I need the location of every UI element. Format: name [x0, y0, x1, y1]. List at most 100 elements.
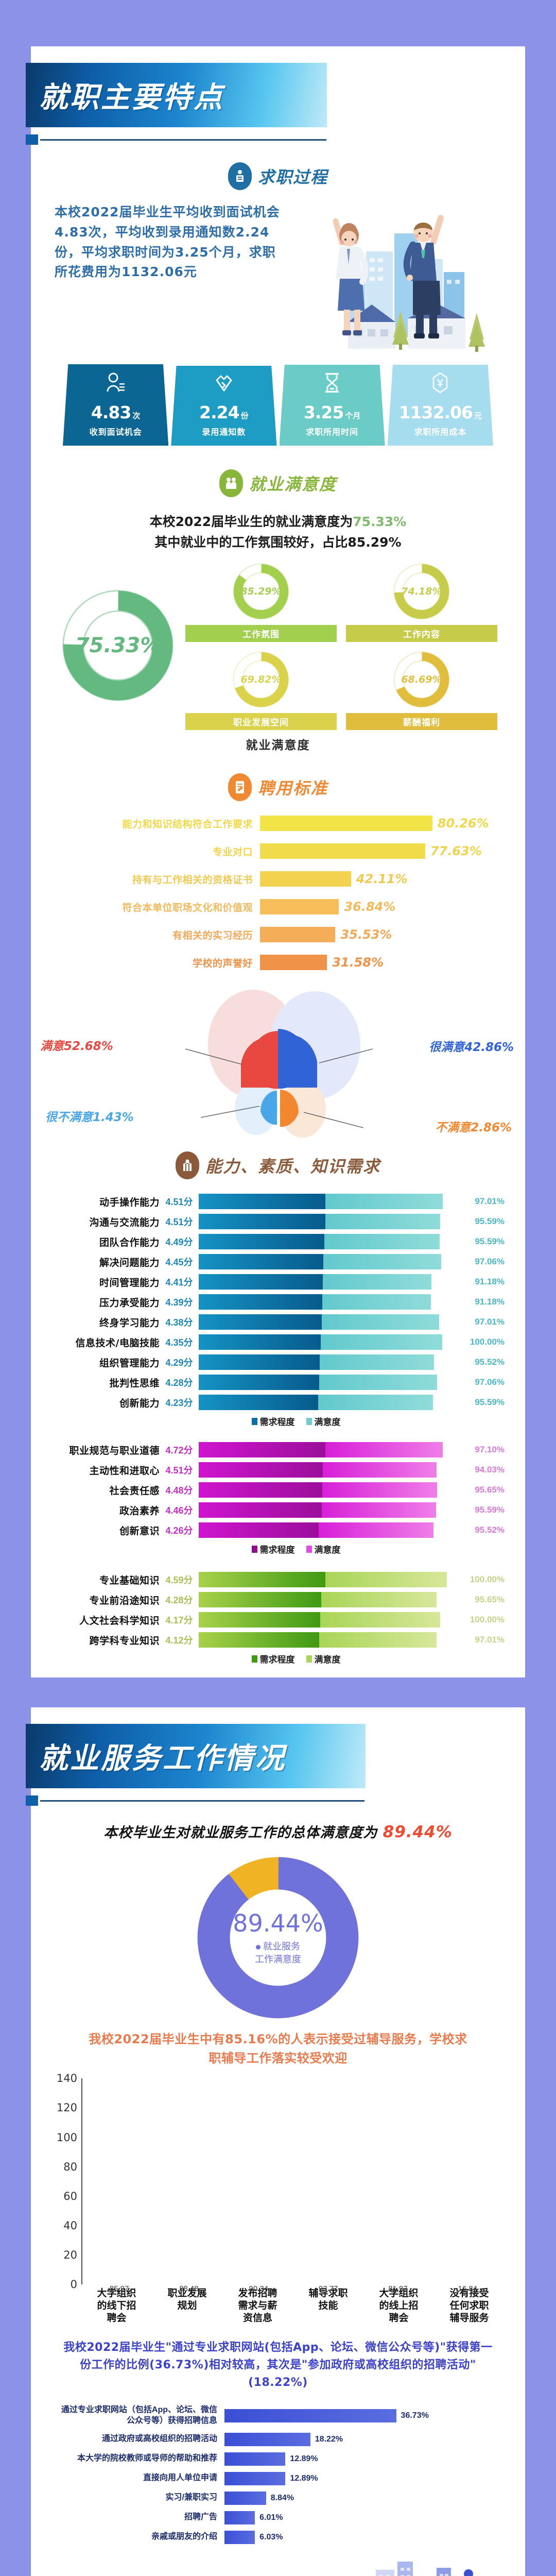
needs-quality-label-0: 职业规范与职业道德	[69, 1445, 160, 1456]
needs-knowledge-track-3	[199, 1632, 457, 1648]
table-row: 批判性思维 4.28分 97.06%	[51, 1375, 505, 1390]
bar-demand	[199, 1482, 322, 1498]
bar-satisfaction	[325, 1572, 447, 1587]
needs-quality-pct-0: 97.10%	[475, 1445, 505, 1454]
legend-ability: 需求程度 满意度	[51, 1415, 505, 1428]
legend-demand-label: 需求程度	[259, 1417, 295, 1427]
woman-figure	[333, 218, 369, 335]
petal-label-very-unsatisfied: 很不满意1.43%	[45, 1111, 134, 1124]
needs-ability-score-2: 4.49分	[165, 1237, 193, 1247]
jobhunt-lead-block: 本校2022届毕业生平均收到面试机会4.83次，平均收到录用通知数2.24份，平…	[31, 199, 525, 357]
needs-knowledge-pct-1: 95.65%	[475, 1595, 505, 1604]
table-row: 符合本单位职场文化和价值观 36.84%	[57, 896, 499, 918]
channel-track-0: 36.73%	[224, 2409, 501, 2422]
donut-salary-benefits-ring: 68.69%	[391, 649, 452, 710]
walking-person	[464, 2569, 473, 2576]
legend-satisfaction: 满意度	[306, 1415, 341, 1428]
subtitle-hiring-label: 聘用标准	[257, 778, 328, 798]
needs-ability-track-3	[199, 1254, 457, 1269]
table-row: 本大学的院校教师或导师的帮助和推荐 12.89%	[55, 2452, 501, 2466]
needs-ability-pct-8: 95.52%	[475, 1357, 505, 1367]
table-row: 动手操作能力 4.51分 97.01%	[51, 1194, 505, 1209]
services-paragraph: 我校2022届毕业生中有85.16%的人表示接受过辅导服务，学校求职辅导工作落实…	[89, 2032, 467, 2066]
bar-demand	[199, 1395, 318, 1410]
stat-cost-label: 求职所用成本	[414, 428, 467, 437]
legend-satisfaction: 满意度	[306, 1652, 341, 1665]
satisfaction-lead-a: 本校2022届毕业生的就业满意度为	[149, 514, 353, 529]
legend-satisfaction: 满意度	[306, 1543, 341, 1555]
stat-interviews-unit: 次	[132, 412, 141, 420]
legend-satisfaction-label: 满意度	[314, 1417, 341, 1427]
table-row: 创新能力 4.23分 95.59%	[51, 1395, 505, 1410]
channel-fill-4	[224, 2491, 266, 2505]
channel-fill-1	[224, 2432, 310, 2446]
hiring-track-2: 42.11%	[260, 871, 499, 887]
channel-fill-2	[224, 2452, 286, 2466]
donut-work-atmosphere-ring: 85.29%	[231, 561, 291, 622]
bar-demand	[199, 1572, 325, 1587]
needs-knowledge-score-1: 4.28分	[165, 1595, 193, 1605]
needs-quality-label-1: 主动性和进取心	[89, 1465, 160, 1477]
bar-satisfaction	[319, 1354, 435, 1370]
channel-fill-6	[224, 2530, 255, 2544]
table-row: 政治素养 4.46分 95.59%	[51, 1502, 505, 1518]
needs-ability-label-6: 终身学习能力	[99, 1317, 160, 1329]
subtitle-jobhunt: 求职过程	[31, 162, 525, 190]
needs-knowledge-label-2: 人文社会科学知识	[79, 1615, 160, 1626]
needs-quality-score-1: 4.51分	[165, 1465, 193, 1476]
subtitle-needs: 能力、素质、知识需求	[31, 1151, 525, 1179]
gauge-service-satisfaction: 89.44% 就业服务 工作满意度	[193, 1853, 363, 2023]
column-plot: 140 120 100 80 60 40 20 0 85.97	[51, 2072, 505, 2293]
needs-ability-pct-7: 100.00%	[470, 1337, 505, 1347]
needs-knowledge-track-2	[199, 1612, 457, 1628]
donut-overall-caption: 就业满意度	[246, 738, 310, 752]
table-row: 亲戚或朋友的介绍 6.03%	[55, 2530, 501, 2544]
channel-paragraph: 我校2022届毕业生"通过专业求职网站(包括App、论坛、微信公众号等)"获得第…	[63, 2341, 493, 2389]
channel-track-6: 6.03%	[224, 2530, 501, 2544]
hiring-fill-3	[260, 899, 339, 914]
needs-knowledge-score-3: 4.12分	[165, 1635, 193, 1646]
legend-demand: 需求程度	[251, 1543, 295, 1555]
needs-ability-pct-4: 91.18%	[475, 1277, 505, 1286]
section2-banner: 就业服务工作情况	[26, 1724, 366, 1788]
table-row: 跨学科专业知识 4.12分 97.01%	[51, 1632, 505, 1648]
bar-satisfaction	[318, 1395, 433, 1410]
needs-quality-label-3: 政治素养	[119, 1505, 160, 1517]
channel-label-1: 通过政府或高校组织的招聘活动	[101, 2434, 217, 2444]
subtitle-jobhunt-label: 求职过程	[257, 167, 328, 187]
needs-ability-label-7: 信息技术/电脑技能	[75, 1337, 160, 1349]
table-row: 时间管理能力 4.41分 91.18%	[51, 1274, 505, 1290]
channel-label-3: 直接向用人单位申请	[143, 2473, 217, 2483]
hiring-track-5: 31.58%	[260, 955, 499, 970]
hiring-label-2: 持有与工作相关的资格证书	[132, 874, 253, 886]
petal-label-very-satisfied: 很满意42.86%	[429, 1041, 514, 1054]
table-row: 能力和知识结构符合工作要求 80.26%	[57, 812, 499, 834]
section-employment-features: 就职主要特点 求职过程 本校2022届毕业生平均收到面试机会4.83次，平均收到…	[26, 46, 525, 1677]
underline-line	[40, 139, 326, 141]
needs-ability-pct-0: 97.01%	[475, 1196, 505, 1206]
needs-ability-pct-2: 95.59%	[475, 1236, 505, 1246]
bar-demand	[199, 1375, 320, 1390]
bar-satisfaction	[319, 1522, 433, 1538]
subtitle-satisfaction: 就业满意度	[31, 469, 525, 497]
section1-banner-underline	[26, 134, 525, 145]
needs-knowledge-track-0	[199, 1572, 457, 1587]
needs-ability-pct-5: 91.18%	[475, 1297, 505, 1307]
legend-demand-swatch	[251, 1417, 257, 1425]
needs-ability-score-3: 4.45分	[165, 1257, 193, 1267]
needs-ability-track-6	[199, 1314, 457, 1330]
hiring-value-5: 31.58%	[332, 955, 384, 970]
table-row: 专业前沿途知识 4.28分 95.65%	[51, 1592, 505, 1607]
table-row: 通过专业求职网站（包括App、论坛、微信公众号等）获得招聘信息 36.73%	[55, 2405, 501, 2427]
table-row: 创新意识 4.26分 95.52%	[51, 1522, 505, 1538]
channel-track-3: 12.89%	[224, 2471, 501, 2485]
bar-demand	[199, 1522, 319, 1538]
hiring-label-4: 有相关的实习经历	[172, 929, 253, 941]
contract-icon	[228, 773, 252, 801]
needs-ability-score-6: 4.38分	[165, 1317, 193, 1328]
legend-demand-label: 需求程度	[259, 1545, 295, 1555]
table-row: 信息技术/电脑技能 4.35分 100.00%	[51, 1334, 505, 1350]
donut-work-content-caption: 工作内容	[346, 625, 497, 642]
needs-ability-score-7: 4.35分	[165, 1337, 193, 1348]
channel-label-4: 实习/兼职实习	[165, 2493, 217, 2502]
